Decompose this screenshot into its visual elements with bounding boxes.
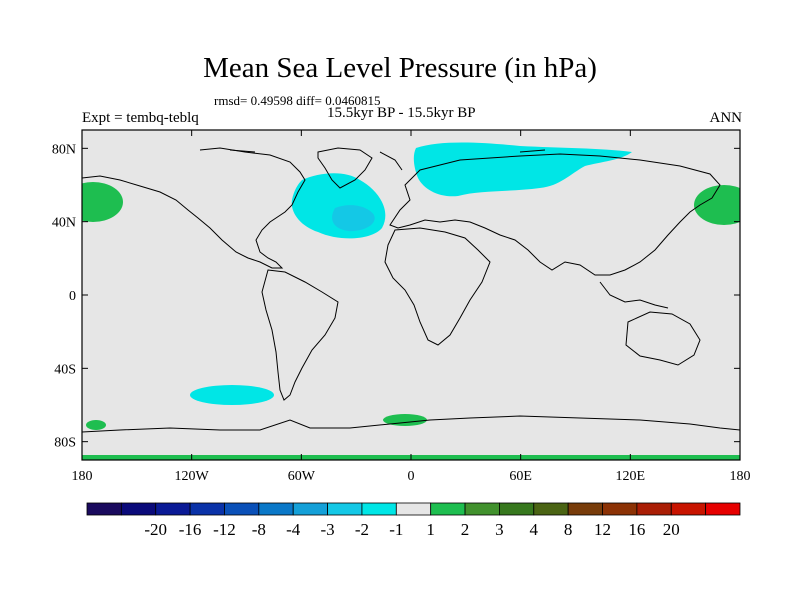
period-label: 15.5kyr BP - 15.5kyr BP [327,105,476,121]
colorbar-label: -3 [320,520,334,539]
lon-tick-label: 0 [408,469,415,484]
coastline-africa [384,227,491,346]
lat-tick-label: 40S [54,362,76,377]
anomaly-patch-north-atlantic-core [332,205,375,232]
colorbar-swatch [670,502,707,516]
anomaly-patch-north-pacific-east [694,185,740,225]
colorbar-label: 20 [663,520,680,539]
lat-tick-label: 80N [52,142,76,157]
lon-tick-label: 120E [616,469,646,484]
lon-tick-label: 120W [175,469,210,484]
coastline-antarctica [82,415,740,433]
rmsd-diff-stats: rmsd= 0.49598 diff= 0.0460815 [214,93,381,108]
anomaly-patch-southern-ocean [383,414,427,426]
coastline-greenland [317,147,373,189]
colorbar-swatch [292,502,328,516]
colorbar-swatch [602,502,638,516]
colorbar-swatch [636,502,672,516]
colorbar-label: -1 [389,520,403,539]
colorbar-labels: -20 -16 -12 -8 -4 -3 -2 -1 1 2 3 4 8 12 16 20 [144,520,679,539]
season-label: ANN [709,110,743,126]
colorbar-label: 3 [495,520,504,539]
coastline-southeast-asia [599,281,669,309]
experiment-label: Expt = tembq-teblq [82,110,199,126]
colorbar-label: -4 [286,520,301,539]
colorbar-label: 4 [530,520,539,539]
colorbar-swatch [395,502,432,516]
colorbar-label: 12 [594,520,611,539]
longitude-axis: 180 120W 60W 0 60E 120E 180 [72,130,751,484]
map-background [82,130,740,460]
anomaly-patch-southwest-pacific [86,420,106,430]
colorbar-label: -8 [252,520,266,539]
coastline-arctic-islands [229,149,546,171]
lon-tick-label: 180 [72,469,93,484]
colorbar-label: -2 [355,520,369,539]
colorbar-label: -12 [213,520,236,539]
coastline-europe-asia [389,153,721,276]
colorbar-swatch [155,502,191,516]
coastlines [82,147,740,433]
lon-tick-label: 180 [730,469,751,484]
colorbar-swatch [533,502,569,516]
colorbar-swatch [327,502,363,516]
colorbar-label: -20 [144,520,167,539]
anomaly-patch-arctic-europe [413,142,632,197]
anomaly-patch-north-pacific-west [82,182,123,222]
anomaly-patch-south-pacific [190,385,274,405]
anomaly-patch-scandinavia-core [430,161,470,189]
colorbar-swatch [499,502,535,516]
lon-tick-label: 60E [509,469,532,484]
coastline-australia [625,311,701,366]
colorbar-swatch [189,502,225,516]
lat-tick-label: 40N [52,216,76,231]
colorbar-label: 2 [461,520,470,539]
plot-title: Mean Sea Level Pressure (in hPa) [203,52,597,84]
colorbar-swatch [705,502,741,516]
coastline-south-america [261,269,339,401]
lat-tick-label: 80S [54,436,76,451]
colorbar-swatch [224,502,260,516]
colorbar-label: 16 [628,520,645,539]
colorbar-label: 1 [426,520,435,539]
colorbar-label: 8 [564,520,573,539]
lon-tick-label: 60W [288,469,316,484]
colorbar [86,502,741,516]
colorbar-swatch [361,502,397,516]
colorbar-swatch [120,502,157,516]
colorbar-label: -16 [179,520,202,539]
coastline-north-america [82,147,306,269]
colorbar-swatch [258,502,294,516]
latitude-axis: 80N 40N 0 40S 80S [52,142,740,451]
colorbar-swatch [86,502,122,516]
lat-tick-label: 0 [69,289,76,304]
colorbar-swatch [430,502,466,516]
colorbar-swatch [464,502,500,516]
colorbar-swatch [567,502,603,516]
